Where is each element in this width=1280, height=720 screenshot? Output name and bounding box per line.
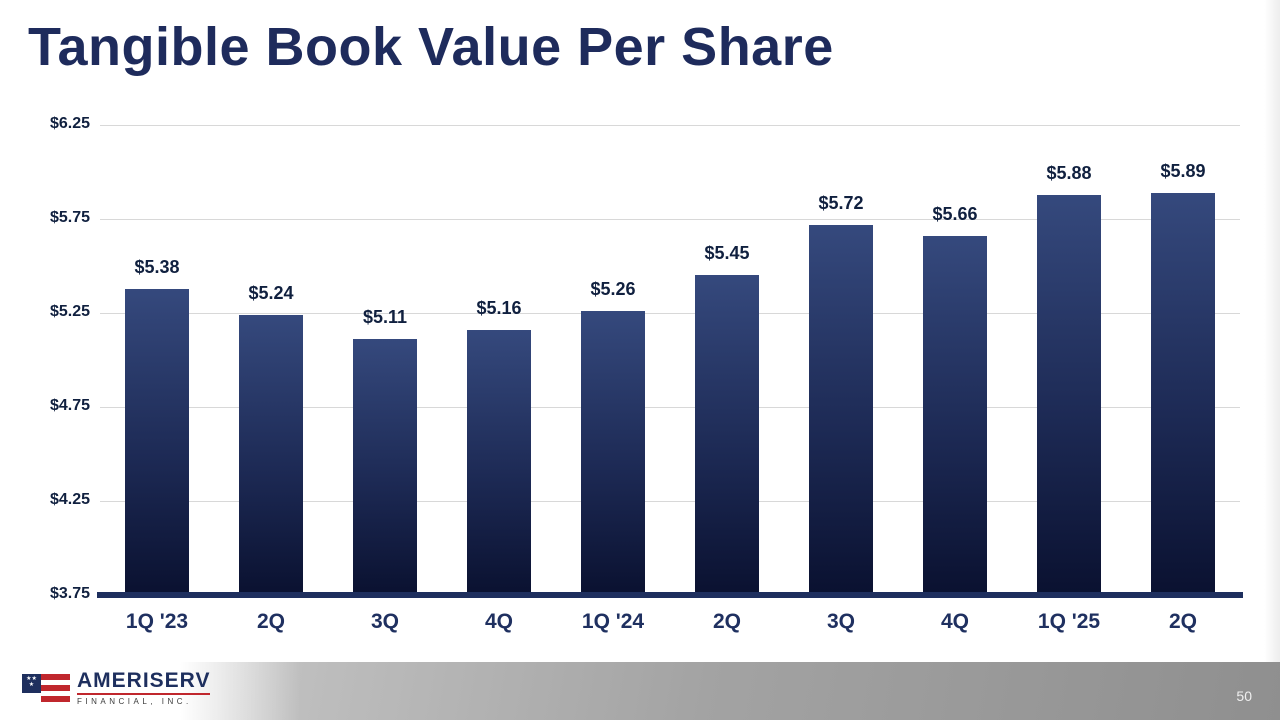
y-tick-label: $4.75 [49,397,90,414]
gridline [100,219,1240,220]
bar-value-label: $5.89 [1160,160,1206,181]
logo-text-wrap: AMERISERV FINANCIAL, INC. [77,669,211,706]
y-axis: $3.75 $4.25 $4.75 $5.25 $5.75 $6.25 [10,115,90,602]
bar [467,329,531,595]
y-tick-label: $6.25 [49,115,90,132]
bar-value-label: $5.16 [476,297,522,318]
page-title: Tangible Book Value Per Share [28,17,834,77]
y-tick-label: $5.75 [49,209,90,226]
bar [239,314,303,595]
bar [695,275,759,595]
plot-area: $5.38 $5.24 $5.11 $5.16 $5.26 $5.45 $5.72 $5.66… [100,125,1240,595]
gridline [100,313,1240,314]
x-tick-label: 1Q '25 [1037,610,1101,633]
x-tick-label: 2Q [256,610,285,633]
gridline [100,407,1240,408]
x-tick-label: 3Q [826,610,855,633]
bar-value-label: $5.66 [932,203,978,224]
x-tick-label: 1Q '24 [581,610,645,633]
x-axis: 1Q '23 2Q 3Q 4Q 1Q '24 2Q 3Q 4Q 1Q '25 2Q [100,610,1240,650]
bar [125,288,189,595]
logo: ★★ ★ AMERISERV FINANCIAL, INC. [22,669,211,706]
bar [923,235,987,595]
bar [581,311,645,595]
y-tick-label: $4.25 [49,491,90,508]
bar-value-label: $5.38 [134,256,180,277]
bar-value-label: $5.45 [704,243,750,264]
logo-text: AMERISERV [77,669,211,692]
x-tick-label: 2Q [712,610,741,633]
x-tick-label: 4Q [484,610,513,633]
bar-value-label: $5.72 [818,192,864,213]
x-tick-label: 4Q [940,610,969,633]
bar [1037,194,1101,595]
bar [1151,192,1215,595]
bar [353,339,417,595]
gridline [100,501,1240,502]
y-tick-label: $3.75 [49,585,90,602]
bar-value-label: $5.88 [1046,162,1092,183]
bar-value-label: $5.24 [248,282,294,303]
x-tick-label: 2Q [1168,610,1197,633]
flag-canton: ★★ ★ [22,674,41,693]
y-tick-label: $5.25 [49,303,90,320]
flag-stripes [41,674,70,702]
bar-value-label: $5.26 [590,279,636,300]
footer: ★★ ★ AMERISERV FINANCIAL, INC. 50 [0,662,1280,720]
x-axis-line [97,592,1243,598]
bar [809,224,873,595]
x-tick-label: 1Q '23 [125,610,189,633]
flag-icon: ★★ ★ [22,674,70,702]
page-edge-shade [1264,0,1280,720]
bar-value-label: $5.11 [362,307,408,328]
logo-subtext: FINANCIAL, INC. [77,693,211,706]
page-number: 50 [1236,688,1252,704]
gridline [100,125,1240,126]
x-tick-label: 3Q [370,610,399,633]
